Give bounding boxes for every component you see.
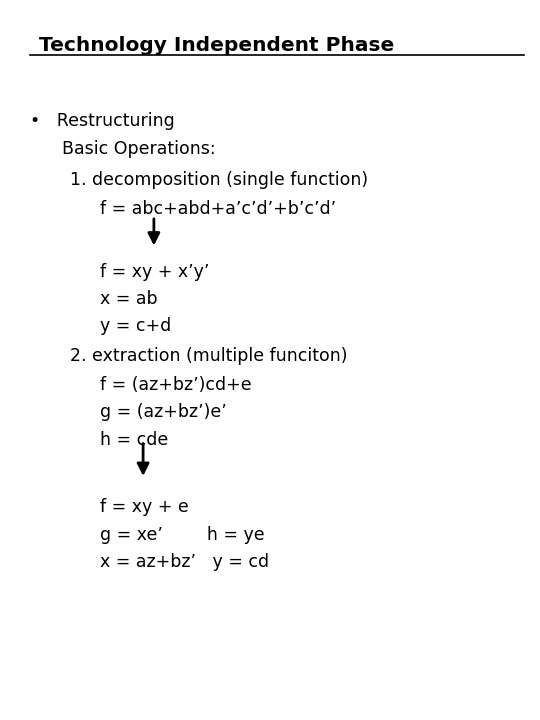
Text: 2. extraction (multiple funciton): 2. extraction (multiple funciton) (70, 347, 348, 365)
Text: g = (az+bz’)e’: g = (az+bz’)e’ (100, 403, 227, 421)
Text: y = c+d: y = c+d (100, 317, 171, 335)
Text: f = xy + e: f = xy + e (100, 498, 188, 516)
Text: h = cde: h = cde (100, 431, 168, 449)
Text: x = ab: x = ab (100, 290, 158, 308)
Text: f = abc+abd+a’c’d’+b’c’d’: f = abc+abd+a’c’d’+b’c’d’ (100, 200, 336, 218)
Text: 1. decomposition (single function): 1. decomposition (single function) (70, 171, 368, 189)
Text: f = (az+bz’)cd+e: f = (az+bz’)cd+e (100, 376, 252, 394)
Text: g = xe’        h = ye: g = xe’ h = ye (100, 526, 265, 544)
Text: Technology Independent Phase: Technology Independent Phase (39, 36, 394, 55)
Text: f = xy + x’y’: f = xy + x’y’ (100, 263, 210, 281)
Text: •   Restructuring: • Restructuring (30, 112, 174, 130)
Text: Basic Operations:: Basic Operations: (62, 140, 215, 158)
Text: x = az+bz’   y = cd: x = az+bz’ y = cd (100, 553, 269, 571)
